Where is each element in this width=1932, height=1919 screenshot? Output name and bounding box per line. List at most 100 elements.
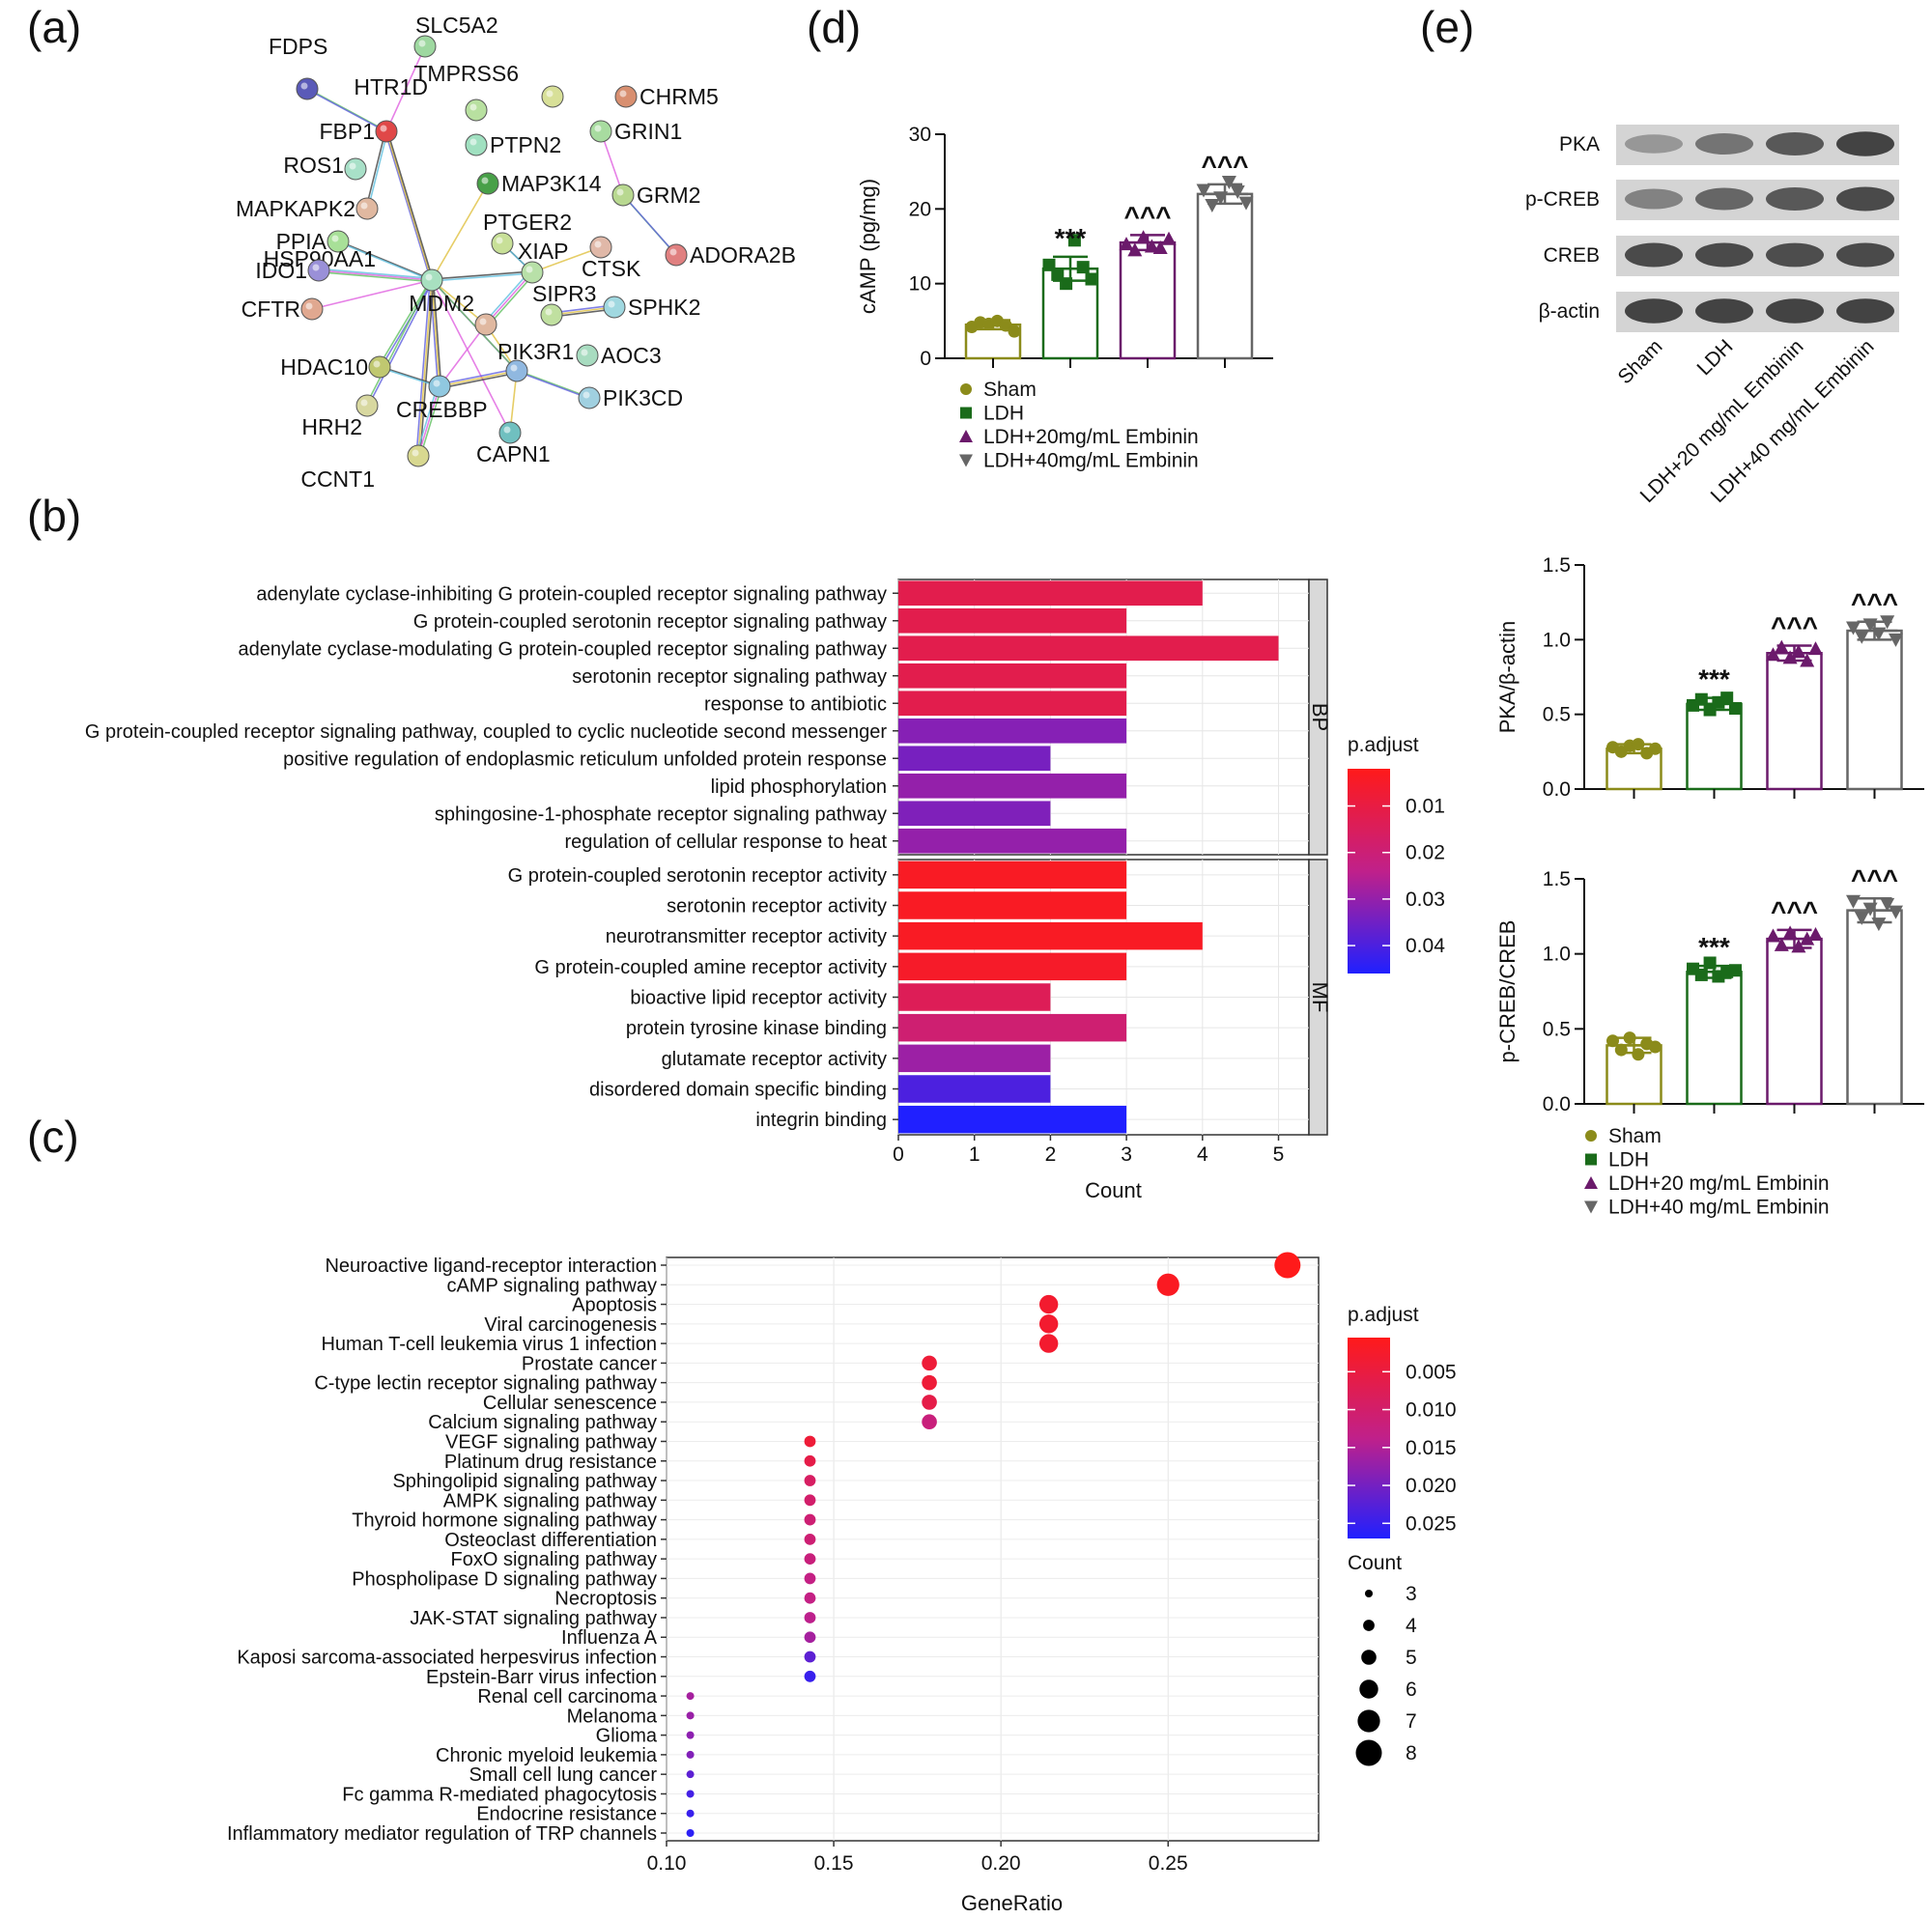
network-node	[465, 99, 488, 122]
blot-band	[1766, 132, 1824, 155]
significance-label: ^^^	[1771, 896, 1818, 926]
network-node	[407, 444, 430, 467]
network-node-label: XIAP	[518, 239, 568, 264]
data-point	[1584, 1200, 1598, 1214]
category-label: response to antibiotic	[704, 693, 887, 715]
network-node-highlight	[433, 380, 440, 387]
data-point	[1782, 650, 1798, 664]
data-point	[686, 1750, 695, 1759]
data-point	[1854, 630, 1869, 644]
bar	[898, 921, 1203, 950]
data-point	[1862, 618, 1878, 633]
category-label: integrin binding	[755, 1110, 887, 1131]
bar	[898, 718, 1127, 744]
network-node-highlight	[594, 125, 602, 132]
network-edge	[429, 278, 439, 385]
data-point	[1791, 644, 1806, 659]
data-point	[1720, 691, 1734, 705]
category-label: Human T-cell leukemia virus 1 infection	[321, 1334, 657, 1355]
network-node-label: CTSK	[582, 256, 641, 281]
bar	[898, 773, 1127, 799]
legend-label: LDH	[983, 403, 1024, 425]
legend-label: LDH+40 mg/mL Embinin	[1608, 1197, 1830, 1219]
network-node-label: CREBBP	[396, 397, 488, 422]
category-label: adenylate cyclase-modulating G protein-c…	[238, 638, 887, 660]
data-point	[1791, 939, 1806, 953]
network-node	[368, 355, 391, 379]
network-node-highlight	[331, 235, 339, 242]
data-point	[1808, 926, 1823, 941]
bar	[898, 580, 1203, 607]
network-edge	[311, 279, 433, 310]
bar	[898, 861, 1127, 889]
network-node-label: HTR1D	[354, 74, 428, 99]
network-node-highlight	[581, 349, 588, 356]
category-label: Kaposi sarcoma-associated herpesvirus in…	[237, 1648, 657, 1669]
panel-labels: (a) (b) (c) (d) (e)	[27, 2, 1474, 1162]
bar	[1686, 971, 1743, 1106]
network-edge	[432, 272, 533, 282]
data-point	[1694, 968, 1708, 981]
data-point	[1230, 185, 1245, 200]
network-node-highlight	[380, 125, 387, 132]
network-node-highlight	[510, 364, 518, 372]
network-node-label: PPIA	[276, 229, 327, 254]
y-axis-title: PKA/β-actin	[1495, 621, 1520, 734]
blot-band	[1766, 298, 1824, 324]
blot-band	[1625, 134, 1683, 154]
network-node-label: MAP3K14	[501, 171, 602, 196]
network-node-label: GRIN1	[614, 119, 682, 144]
data-point	[922, 1414, 937, 1430]
blot-band	[1695, 187, 1753, 211]
network-node	[589, 236, 612, 259]
data-point	[1144, 239, 1159, 253]
bar	[898, 1075, 1051, 1103]
category-label: Thyroid hormone signaling pathway	[352, 1510, 657, 1532]
data-point	[1161, 231, 1177, 245]
data-point	[1008, 325, 1021, 338]
data-point	[804, 1435, 816, 1448]
x-tick-label: 0.15	[814, 1852, 854, 1875]
network-edge	[531, 246, 602, 273]
network-node-label: MAPKAPK2	[236, 196, 355, 221]
category-label: Prostate cancer	[522, 1353, 657, 1374]
bar	[898, 746, 1051, 772]
network-node	[428, 375, 451, 398]
size-legend-dot	[1355, 1739, 1382, 1766]
data-point	[1196, 183, 1211, 198]
blot-band	[1625, 242, 1683, 268]
category-label: Small cell lung cancer	[469, 1764, 657, 1786]
network-edge	[438, 368, 516, 385]
data-point	[1766, 928, 1780, 943]
y-tick-label: 0.5	[1543, 1018, 1571, 1040]
network-node-highlight	[469, 138, 477, 146]
data-point	[1703, 956, 1717, 970]
network-edge	[415, 383, 439, 455]
network-edge	[415, 278, 431, 455]
network-node-highlight	[594, 240, 602, 248]
data-point	[1632, 738, 1645, 751]
network-edge	[431, 279, 440, 387]
data-point	[804, 1670, 816, 1682]
bar	[898, 1044, 1051, 1073]
network-edge	[431, 279, 511, 434]
legend-label: LDH+20mg/mL Embinin	[983, 426, 1199, 448]
network-edge	[600, 130, 624, 196]
x-tick-label: 0.20	[981, 1852, 1021, 1875]
colorbar-tick-label: 0.01	[1406, 796, 1445, 818]
network-node	[355, 197, 379, 220]
network-edge	[431, 279, 487, 325]
data-point	[804, 1651, 816, 1663]
network-node-label: FDPS	[269, 34, 327, 59]
network-node-highlight	[545, 308, 553, 316]
x-axis-title: Count	[1085, 1178, 1142, 1202]
data-point	[1871, 917, 1887, 932]
network-edge	[367, 131, 388, 211]
data-point	[1585, 1130, 1597, 1142]
category-label: G protein-coupled amine receptor activit…	[534, 957, 887, 978]
data-point	[1729, 701, 1742, 715]
bar	[898, 1013, 1127, 1042]
network-node	[465, 133, 488, 156]
